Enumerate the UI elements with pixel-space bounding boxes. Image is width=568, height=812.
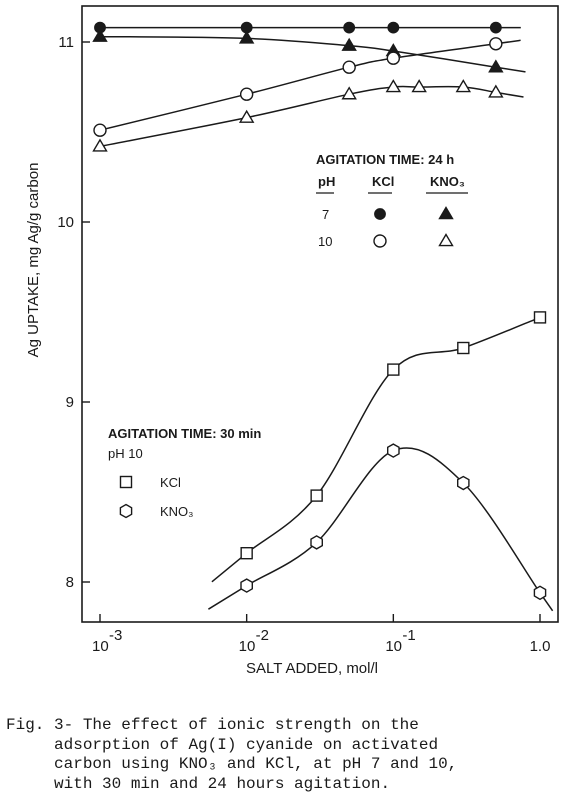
legend-30min-marker <box>119 475 133 489</box>
y-tick-label: 9 <box>66 394 74 411</box>
data-point-kno3-ph10-30min <box>240 578 254 593</box>
legend-30min-kcl-label: KCl <box>160 475 181 490</box>
data-point-kcl-ph10-24h <box>239 87 254 101</box>
series-line-kno3-ph10-24h <box>99 85 524 148</box>
data-point-kno3-ph10-30min <box>387 443 400 458</box>
y-axis-title: Ag UPTAKE, mg Ag/g carbon <box>25 163 42 358</box>
series-curves <box>99 26 554 612</box>
data-point-kcl-ph7-24h <box>343 21 356 34</box>
legend-24h-marker-kno3 <box>438 206 454 220</box>
data-point-kno3-ph7-24h <box>488 59 504 73</box>
legend-30min-kno3-label: KNO₃ <box>160 504 193 519</box>
legend-24h-marker-kcl <box>374 208 386 220</box>
legend-24h-col-kno3: KNO₃ <box>430 174 465 189</box>
data-point-kcl-ph10-24h <box>342 60 356 74</box>
series-line-kcl-ph10-30min <box>211 316 541 583</box>
data-point-kno3-ph10-24h <box>455 79 472 93</box>
data-point-kno3-ph10-24h <box>488 84 504 98</box>
legend-24h-title: AGITATION TIME: 24 h <box>316 152 454 167</box>
y-tick-label: 10 <box>57 214 74 231</box>
data-point-kcl-ph10-24h <box>93 123 107 137</box>
x-axis-title: SALT ADDED, mol/l <box>246 660 378 677</box>
plot-frame <box>81 5 559 623</box>
data-point-kno3-ph10-30min <box>310 535 323 550</box>
legend-30min-marker <box>119 503 133 519</box>
data-point-kcl-ph7-24h <box>489 21 502 34</box>
series-line-kcl-ph10-24h <box>99 39 521 131</box>
x-tick-exponent: -3 <box>109 627 122 644</box>
data-point-kcl-ph10-30min <box>457 341 470 355</box>
x-tick-exponent: -2 <box>256 627 269 644</box>
legend-24h-ph7: 7 <box>322 207 329 222</box>
legend-24h-ph10: 10 <box>318 234 332 249</box>
legend-24h-col-ph: pH <box>318 174 335 189</box>
legend-24h-col-kcl: KCl <box>372 174 394 189</box>
data-point-kno3-ph7-24h <box>238 30 255 44</box>
legend-30min-title: AGITATION TIME: 30 min <box>108 426 261 441</box>
data-point-kno3-ph7-24h <box>341 37 357 51</box>
x-tick-label: 10 <box>385 638 402 655</box>
legend-24h: AGITATION TIME: 24 h pH KCl KNO₃ 7 10 <box>316 152 468 249</box>
series-line-kno3-ph7-24h <box>99 35 526 73</box>
data-point-kcl-ph10-24h <box>386 51 401 65</box>
series-line-kno3-ph10-30min <box>208 447 554 612</box>
legend-30min-subtitle: pH 10 <box>108 446 143 461</box>
legend-24h-marker-kno3 <box>438 233 454 247</box>
data-point-kno3-ph10-30min <box>457 475 470 491</box>
x-tick-label: 10 <box>92 638 109 655</box>
data-point-kno3-ph10-24h <box>411 79 427 93</box>
legend-24h-marker-kcl <box>373 234 387 248</box>
data-point-kno3-ph10-24h <box>385 79 402 93</box>
data-point-kcl-ph10-30min <box>240 547 253 560</box>
data-point-kcl-ph10-30min <box>387 363 400 376</box>
y-tick-label: 11 <box>58 34 74 51</box>
legend-30min: AGITATION TIME: 30 min pH 10 KCl KNO₃ <box>108 426 261 519</box>
data-point-kcl-ph10-30min <box>533 311 547 324</box>
data-point-kcl-ph7-24h <box>387 21 400 34</box>
data-point-kno3-ph10-24h <box>92 138 108 152</box>
data-point-kno3-ph10-24h <box>341 86 357 100</box>
data-point-kno3-ph7-24h <box>92 28 108 42</box>
data-point-kcl-ph10-24h <box>489 37 503 51</box>
data-point-kno3-ph10-30min <box>533 585 547 601</box>
x-tick-label: 1.0 <box>530 638 551 655</box>
data-markers <box>92 21 547 601</box>
figure-caption: Fig. 3- The effect of ionic strength on … <box>6 716 458 793</box>
data-point-kno3-ph10-24h <box>238 109 255 123</box>
data-point-kcl-ph10-30min <box>310 489 323 502</box>
y-tick-label: 8 <box>66 574 74 591</box>
x-tick-exponent: -1 <box>402 627 415 644</box>
x-tick-label: 10 <box>239 638 256 655</box>
